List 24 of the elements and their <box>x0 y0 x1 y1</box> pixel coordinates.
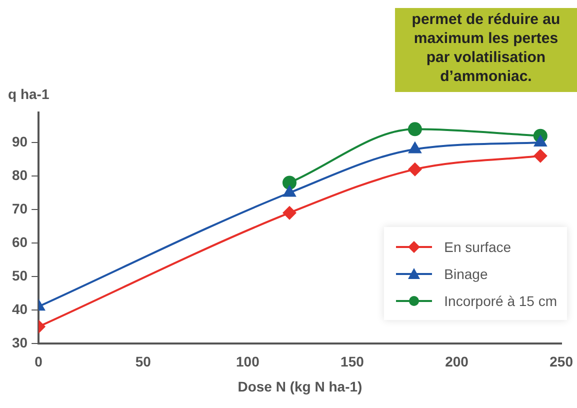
x-tick-label: 200 <box>445 354 469 370</box>
y-tick-label: 30 <box>12 334 28 350</box>
text: permet de réduire au maximum les pertes par volatilisation d’ammoniac. <box>395 8 577 92</box>
y-tick-label: 50 <box>12 267 28 284</box>
x-tick-label: 50 <box>135 354 152 370</box>
x-tick-label: 0 <box>34 354 43 370</box>
y-axis-title: q ha-1 <box>8 86 50 102</box>
x-tick-label: 150 <box>340 354 364 370</box>
x-axis-title: Dose N (kg N ha-1) <box>238 378 362 394</box>
y-tick-label: 70 <box>12 200 28 216</box>
x-tick-label: 100 <box>236 354 260 370</box>
y-tick-label: 90 <box>12 133 28 150</box>
point <box>533 148 548 163</box>
y-tick-label: 80 <box>12 166 28 183</box>
y-tick-label: 40 <box>12 300 28 317</box>
point <box>282 176 296 190</box>
legend-label: En surface <box>444 238 512 254</box>
legend-label: Incorporé à 15 cm <box>444 292 557 308</box>
point <box>282 206 296 220</box>
legend-label: Binage <box>444 266 488 282</box>
point <box>408 122 422 136</box>
x-tick-label: 250 <box>550 354 574 370</box>
y-tick-label: 60 <box>12 234 28 250</box>
point <box>408 162 422 176</box>
